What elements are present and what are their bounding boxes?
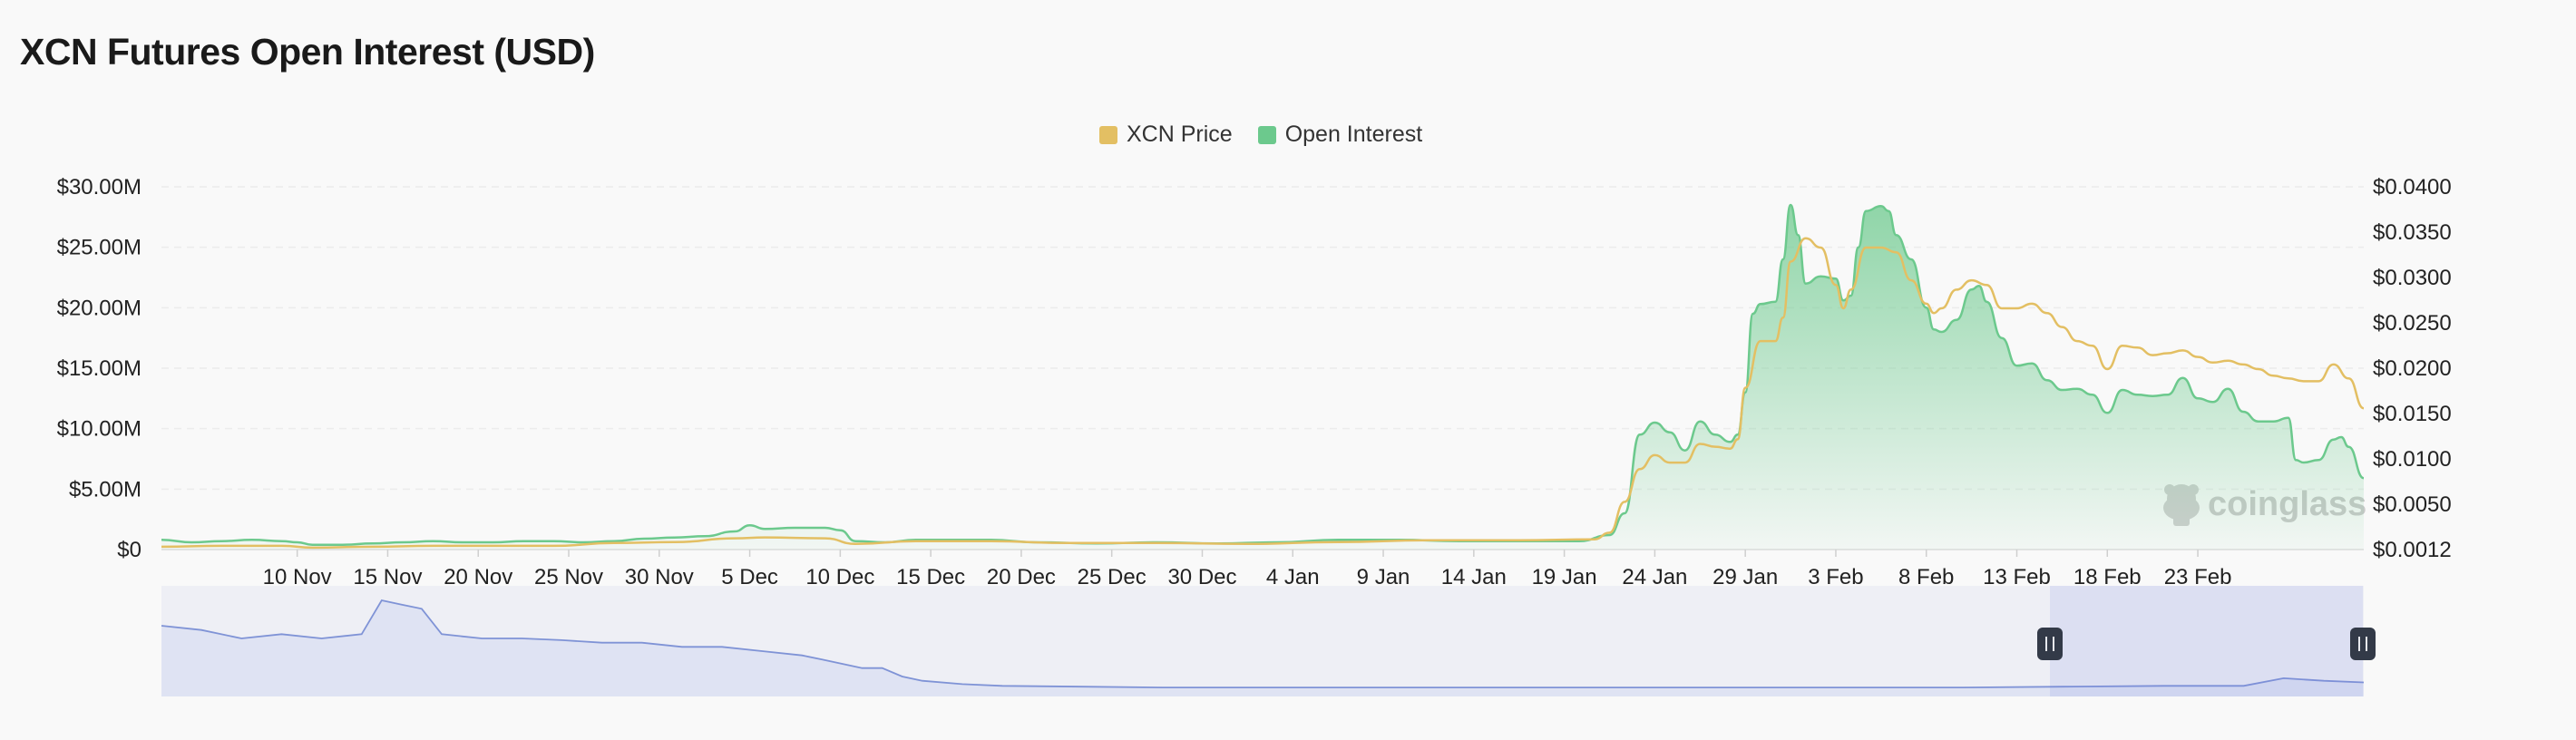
y-right-tick-label: $0.0200 <box>2373 356 2452 381</box>
x-tick-label: 20 Nov <box>444 565 512 589</box>
chart-title: XCN Futures Open Interest (USD) <box>20 31 595 73</box>
y-left-tick-label: $10.00M <box>57 417 141 442</box>
y-right-tick-label: $0.0050 <box>2373 492 2452 517</box>
navigator-handle-left[interactable] <box>2037 628 2063 660</box>
y-left-tick-label: $5.00M <box>69 477 141 501</box>
xcn-price-line <box>161 237 2365 550</box>
handle-body <box>2350 628 2376 660</box>
x-tick-label: 9 Jan <box>1357 565 1410 589</box>
x-tick-label: 15 Nov <box>353 565 422 589</box>
y-left-tick-label: $15.00M <box>57 356 141 381</box>
y-right-tick-label: $0.0350 <box>2373 220 2452 245</box>
x-tick-label: 29 Jan <box>1712 565 1778 589</box>
x-tick-label: 10 Dec <box>805 565 874 589</box>
legend-swatch-open-interest <box>1257 125 1276 144</box>
y-left-tick-label: $25.00M <box>57 236 141 260</box>
y-right-tick-label: $0.0012 <box>2373 538 2452 562</box>
navigator-selection <box>2050 586 2363 696</box>
navigator-line <box>161 599 2365 688</box>
y-left-tick-label: $20.00M <box>57 296 141 320</box>
legend-item-price[interactable]: XCN Price <box>1099 122 1233 148</box>
y-right-tick-label: $0.0100 <box>2373 447 2452 472</box>
handle-body <box>2037 628 2063 660</box>
x-tick-label: 30 Dec <box>1167 565 1236 589</box>
y-right-tick-label: $0.0250 <box>2373 311 2452 336</box>
y-left-tick-label: $30.00M <box>57 175 141 200</box>
x-tick-label: 15 Dec <box>896 565 965 589</box>
x-tick-label: 23 Feb <box>2164 565 2232 589</box>
x-tick-label: 3 Feb <box>1808 565 1863 589</box>
legend-item-open-interest[interactable]: Open Interest <box>1257 122 1423 148</box>
y-right-tick-label: $0.0300 <box>2373 266 2452 290</box>
x-tick-label: 5 Dec <box>721 565 778 589</box>
navigator-handle-right[interactable] <box>2350 628 2376 660</box>
x-tick-label: 25 Nov <box>534 565 603 589</box>
x-tick-label: 13 Feb <box>1983 565 2051 589</box>
x-tick-label: 10 Nov <box>263 565 332 589</box>
open-interest-area <box>161 205 2364 550</box>
x-tick-label: 25 Dec <box>1078 565 1147 589</box>
x-tick-label: 4 Jan <box>1266 565 1320 589</box>
y-right-tick-label: $0.0150 <box>2373 402 2452 426</box>
x-tick-label: 24 Jan <box>1622 565 1687 589</box>
y-axis-right: $0.0400 $0.0350 $0.0300 $0.0250 $0.0200 $0.01… <box>2373 175 2452 562</box>
x-tick-label: 19 Jan <box>1532 565 1597 589</box>
y-left-tick-label: $0 <box>117 538 141 562</box>
series-layer <box>161 203 2365 550</box>
x-tick-label: 14 Jan <box>1441 565 1507 589</box>
navigator-area <box>161 600 2364 696</box>
legend-label-open-interest: Open Interest <box>1284 122 1423 147</box>
x-axis: 10 Nov 15 Nov 20 Nov 25 Nov 30 Nov 5 Dec 10 De… <box>263 550 2232 589</box>
legend-label-price: XCN Price <box>1127 122 1233 147</box>
x-tick-label: 20 Dec <box>987 565 1056 589</box>
x-tick-label: 8 Feb <box>1898 565 1954 589</box>
range-navigator[interactable] <box>161 586 2376 696</box>
x-tick-label: 18 Feb <box>2073 565 2142 589</box>
x-tick-label: 30 Nov <box>625 565 694 589</box>
legend-swatch-price <box>1099 125 1117 144</box>
chart-legend: XCN Price Open Interest <box>1099 122 1422 148</box>
y-right-tick-label: $0.0400 <box>2373 175 2452 200</box>
y-axis-left: $30.00M $25.00M $20.00M $15.00M $10.00M $5.00… <box>57 175 141 562</box>
